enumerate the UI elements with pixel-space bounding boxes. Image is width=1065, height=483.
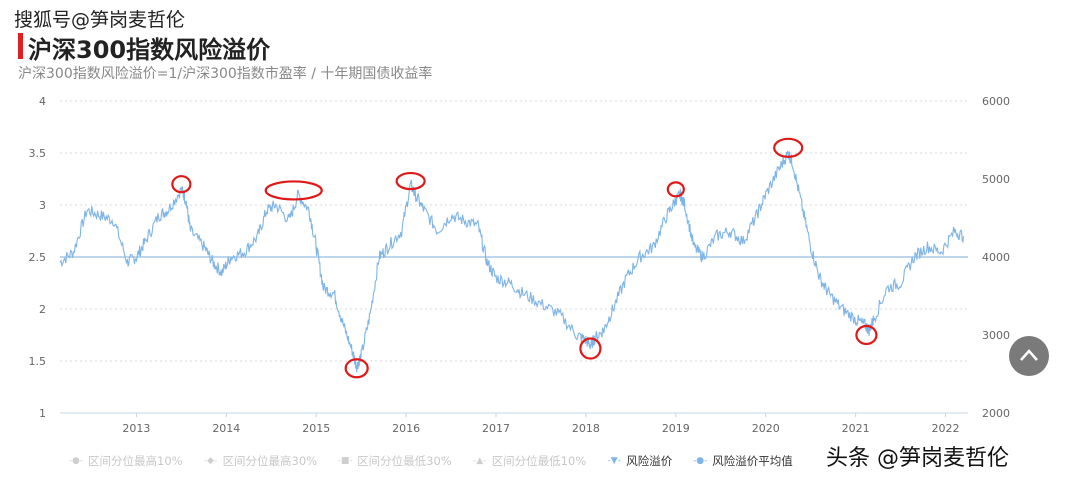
y-left-tick-label: 2.5 (29, 251, 47, 264)
chart-legend: -●- 区间分位最高10% -◆- 区间分位最高30% -■- 区间分位最低30% -▲- 区… (68, 452, 813, 470)
y-right-tick-label: 3000 (982, 329, 1010, 342)
highlight-ellipse (579, 337, 602, 360)
legend-label: 风险溢价 (626, 454, 673, 468)
triangle-dash-icon: -▲- (472, 456, 487, 466)
highlight-ellipse (773, 137, 804, 158)
legend-label: 区间分位最低30% (357, 454, 452, 468)
y-left-tick-label: 3 (39, 199, 46, 212)
highlight-ellipse (855, 324, 878, 346)
y-right-tick-label: 2000 (982, 407, 1010, 420)
y-left-tick-label: 1 (39, 407, 46, 420)
x-tick-label: 2018 (572, 422, 600, 435)
chevron-up-icon (1020, 349, 1038, 361)
highlight-ellipse (395, 171, 426, 191)
scroll-to-top-button[interactable] (1009, 336, 1049, 376)
title-accent-bar (18, 33, 23, 59)
y-left-tick-label: 2 (39, 303, 46, 316)
legend-label: 区间分位最低10% (491, 454, 587, 468)
x-tick-label: 2022 (932, 422, 960, 435)
y-left-tick-label: 1.5 (29, 355, 47, 368)
legend-item[interactable]: -▼- 风险溢价 (606, 452, 673, 470)
y-left-tick-label: 4 (39, 95, 46, 108)
x-tick-label: 2019 (662, 422, 690, 435)
x-tick-label: 2016 (392, 422, 420, 435)
legend-item[interactable]: -▲- 区间分位最低10% (472, 452, 587, 470)
x-tick-label: 2015 (302, 422, 330, 435)
legend-item[interactable]: -●- 区间分位最高10% (68, 452, 183, 470)
legend-item[interactable]: -●- 风险溢价平均值 (692, 452, 793, 470)
x-tick-label: 2013 (122, 422, 150, 435)
series-risk-premium-line (59, 150, 965, 373)
legend-label: 风险溢价平均值 (712, 454, 793, 468)
highlight-ellipse (171, 175, 192, 194)
highlight-ellipse (264, 180, 323, 201)
y-left-tick-label: 3.5 (29, 147, 47, 160)
legend-label: 区间分位最高30% (222, 454, 318, 468)
x-tick-label: 2020 (752, 422, 780, 435)
x-tick-label: 2021 (842, 422, 870, 435)
chart-subtitle: 沪深300指数风险溢价=1/沪深300指数市盈率 / 十年期国债收益率 (18, 66, 433, 82)
watermark-bottom: 头条 @笋岗麦哲伦 (826, 446, 1009, 471)
diamond-dash-icon: -◆- (203, 456, 218, 466)
highlight-ellipse (344, 358, 369, 379)
chart-title: 沪深300指数风险溢价 (28, 36, 271, 64)
square-dash-icon: -■- (337, 456, 353, 466)
watermark-top: 搜狐号@笋岗麦哲伦 (14, 9, 186, 31)
triangle-down-line-icon: -▼- (607, 456, 621, 466)
y-right-tick-label: 6000 (982, 95, 1010, 108)
x-tick-label: 2017 (482, 422, 510, 435)
legend-label: 区间分位最高10% (88, 454, 183, 468)
legend-item[interactable]: -■- 区间分位最低30% (337, 452, 452, 470)
highlight-ellipse (666, 181, 685, 198)
legend-item[interactable]: -◆- 区间分位最高30% (203, 452, 318, 470)
circle-dash-icon: -●- (68, 456, 84, 466)
circle-line-icon: -●- (693, 456, 708, 466)
y-right-tick-label: 5000 (982, 173, 1010, 186)
x-tick-label: 2014 (212, 422, 240, 435)
y-right-tick-label: 4000 (982, 251, 1010, 264)
